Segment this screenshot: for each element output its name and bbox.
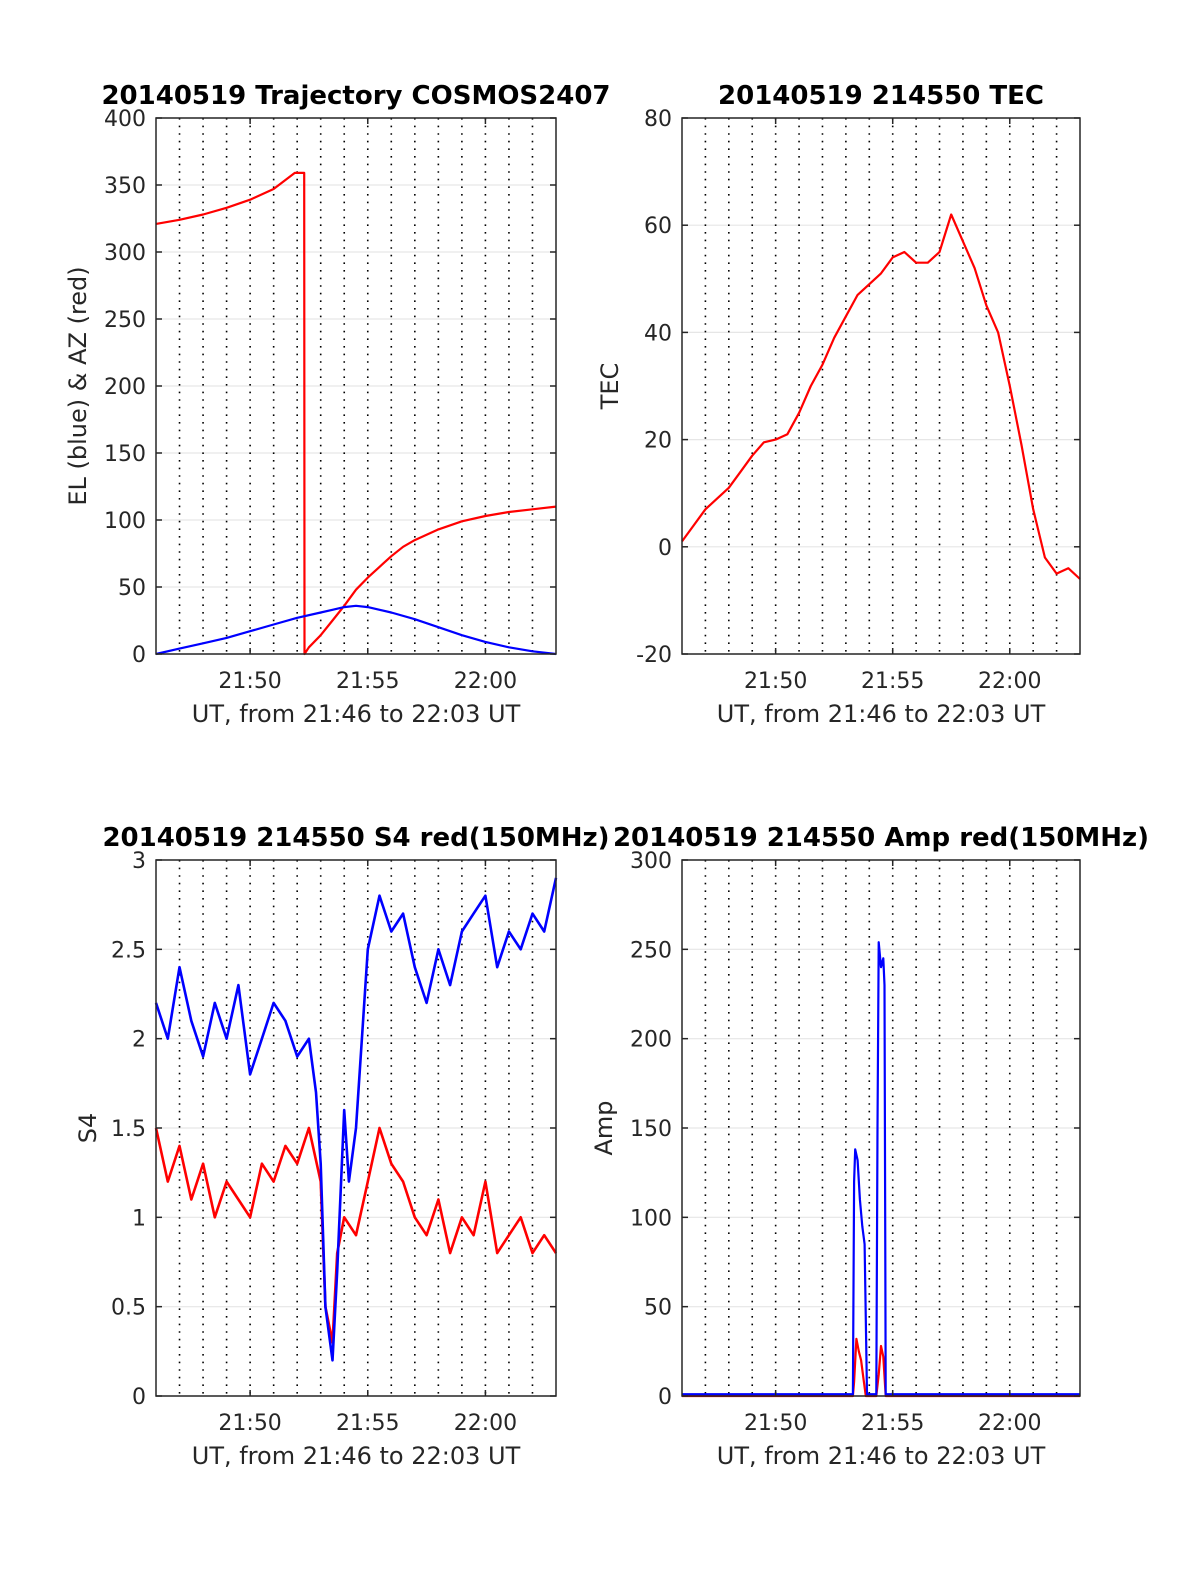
y-tick-label: 400 [104,107,146,132]
y-tick-label: 100 [630,1206,672,1231]
x-tick-label: 21:55 [336,669,399,694]
y-tick-label: 300 [630,849,672,874]
amp-panel: 0 50 100 150 200 250 300 21:50 21:55 22:00 UT, fro… [590,823,1149,1470]
y-axis-label: TEC [596,363,624,411]
x-tick-label: 21:55 [336,1411,399,1436]
y-tick-label: 0 [132,643,146,668]
x-tick-label: 21:50 [744,669,807,694]
y-tick-label: 60 [644,214,672,239]
y-tick-label: 0 [132,1385,146,1410]
y-tick-label: 300 [104,241,146,266]
y-tick-label: 20 [644,429,672,454]
chart-title: 20140519 214550 S4 red(150MHz) [102,823,609,853]
y-tick-label: 80 [644,107,672,132]
series-line-s4_red [154,1126,558,1344]
y-tick-label: 250 [104,308,146,333]
y-tick-label: 2 [132,1028,146,1053]
trajectory-panel: 0 50 100 150 200 250 300 350 400 21:50 21:55 22:00 U… [64,81,611,728]
y-tick-label: 1.5 [111,1117,146,1142]
y-tick-label: -20 [636,643,672,668]
y-axis-label: EL (blue) & AZ (red) [64,266,92,505]
y-tick-label: 350 [104,174,146,199]
y-tick-label: 50 [644,1296,672,1321]
x-tick-label: 22:00 [454,1411,517,1436]
s4-panel: 0 0.5 1 1.5 2 2.5 3 21:50 21:55 22:00 UT, from 21:… [74,823,610,1470]
series-line-tec [681,213,1081,580]
y-tick-label: 0.5 [111,1296,146,1321]
tec-panel: -20 0 20 40 60 80 21:50 21:55 22:00 UT, from 21:4… [596,81,1081,728]
x-tick-label: 22:00 [978,1411,1041,1436]
y-tick-label: 50 [118,576,146,601]
y-tick-label: 0 [658,536,672,561]
y-tick-label: 250 [630,938,672,963]
x-tick-label: 21:50 [218,1411,281,1436]
y-axis-label: S4 [74,1113,102,1144]
x-tick-label: 21:55 [861,669,924,694]
y-tick-label: 200 [104,375,146,400]
y-tick-label: 40 [644,321,672,346]
y-tick-label: 150 [104,442,146,467]
x-tick-label: 22:00 [454,669,517,694]
x-axis-label: UT, from 21:46 to 22:03 UT [192,1442,521,1470]
x-axis-label: UT, from 21:46 to 22:03 UT [192,700,521,728]
y-tick-label: 1 [132,1206,146,1231]
x-tick-label: 21:50 [218,669,281,694]
x-axis-label: UT, from 21:46 to 22:03 UT [717,700,1046,728]
x-axis-label: UT, from 21:46 to 22:03 UT [717,1442,1046,1470]
chart-title: 20140519 214550 TEC [718,81,1044,111]
x-tick-label: 21:55 [861,1411,924,1436]
y-tick-label: 100 [104,509,146,534]
y-tick-label: 2.5 [111,938,146,963]
chart-title: 20140519 Trajectory COSMOS2407 [101,81,610,111]
series-line-amp_red [682,1337,1080,1398]
series-line-az [155,171,557,656]
series-line-s4_blue [154,877,558,1362]
chart-title: 20140519 214550 Amp red(150MHz) [613,823,1149,853]
axes-box [681,117,1081,655]
series-line-amp_blue [682,941,1080,1396]
series-line-el [155,604,557,656]
plot-area [682,118,1080,654]
y-tick-label: 150 [630,1117,672,1142]
y-tick-label: 3 [132,849,146,874]
y-axis-label: Amp [590,1100,618,1155]
x-tick-label: 21:50 [744,1411,807,1436]
x-tick-label: 22:00 [978,669,1041,694]
y-tick-label: 200 [630,1028,672,1053]
y-tick-label: 0 [658,1385,672,1410]
